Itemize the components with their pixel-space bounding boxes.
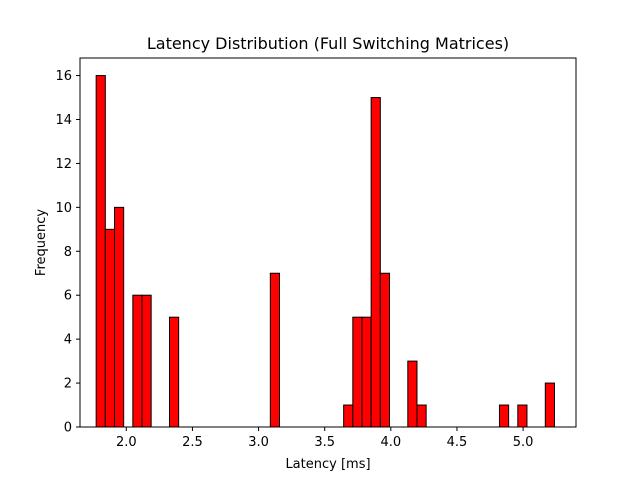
y-tick-label: 2 xyxy=(64,377,72,392)
histogram-bar-12 xyxy=(407,360,418,428)
y-tick-label: 12 xyxy=(55,157,72,172)
chart-title: Latency Distribution (Full Switching Mat… xyxy=(147,34,509,53)
x-tick-label: 3.5 xyxy=(314,435,335,450)
histogram-bar-11 xyxy=(379,272,390,428)
histogram-bars xyxy=(95,75,555,428)
histogram-bar-13 xyxy=(416,404,427,428)
histogram-bar-8 xyxy=(352,316,363,428)
histogram-bar-14 xyxy=(498,404,510,428)
histogram-bar-5 xyxy=(168,316,180,428)
x-tick-label: 4.0 xyxy=(380,435,401,450)
x-axis-ticks: 2.0 2.5 3.0 3.5 4.0 4.5 5.0 xyxy=(116,427,533,450)
y-tick-label: 0 xyxy=(64,421,72,436)
histogram-bar-0 xyxy=(95,75,106,428)
y-tick-label: 8 xyxy=(64,245,72,260)
y-tick-label: 16 xyxy=(55,69,72,84)
histogram-bar-6 xyxy=(269,272,280,428)
x-tick-label: 3.0 xyxy=(248,435,269,450)
histogram-bar-16 xyxy=(544,382,555,428)
plot-frame xyxy=(79,57,577,428)
histogram-bar-4 xyxy=(141,294,152,428)
y-tick-label: 10 xyxy=(55,201,72,216)
histogram-bar-7 xyxy=(343,404,354,428)
histogram-bar-1 xyxy=(104,228,116,428)
y-axis-label: Frequency xyxy=(34,209,49,276)
x-tick-label: 2.5 xyxy=(182,435,203,450)
x-tick-label: 5.0 xyxy=(513,435,534,450)
y-tick-label: 6 xyxy=(64,289,72,304)
x-axis-label: Latency [ms] xyxy=(285,457,370,472)
x-tick-label: 4.5 xyxy=(447,435,468,450)
y-tick-label: 4 xyxy=(64,333,72,348)
y-axis-ticks: 0 2 4 6 8 10 12 14 16 xyxy=(55,69,80,436)
histogram-bar-2 xyxy=(114,206,125,428)
x-tick-label: 2.0 xyxy=(116,435,137,450)
histogram-bar-3 xyxy=(132,294,143,428)
y-tick-label: 14 xyxy=(55,113,72,128)
histogram-bar-10 xyxy=(370,97,381,428)
histogram-bar-9 xyxy=(361,316,372,428)
histogram-bar-15 xyxy=(517,404,528,428)
